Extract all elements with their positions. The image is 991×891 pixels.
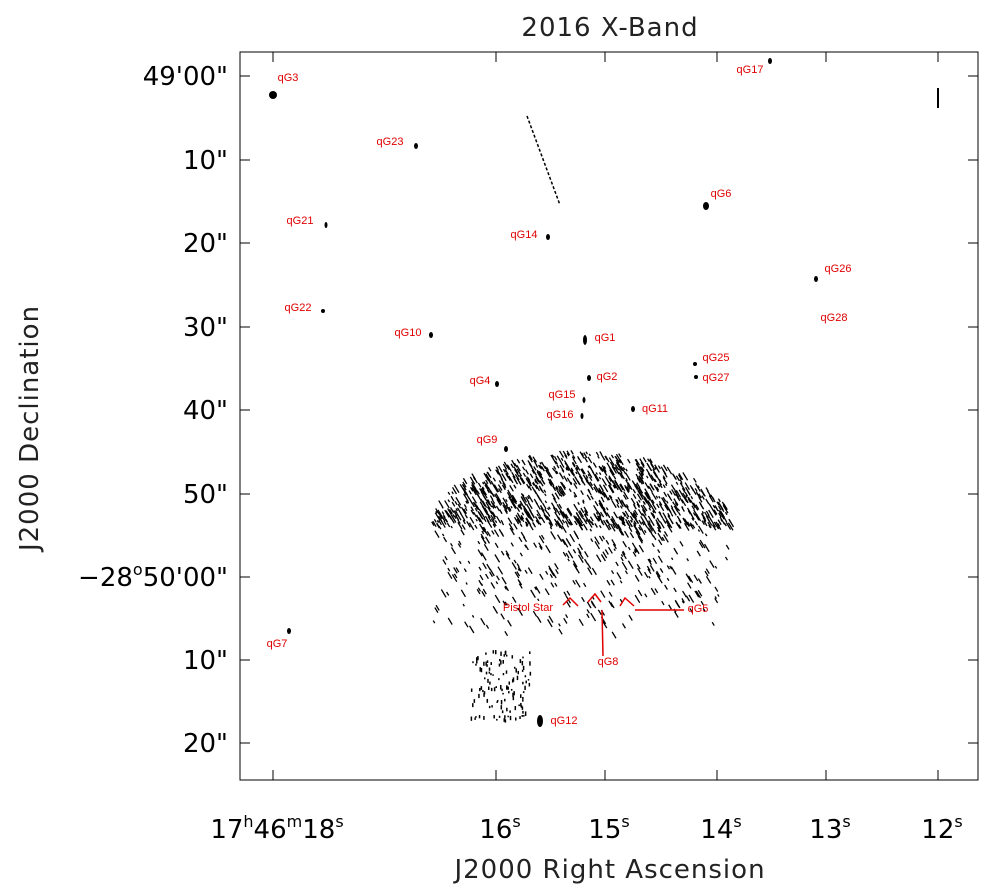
x-tick-label: 14s xyxy=(700,812,741,845)
y-tick-label: 30" xyxy=(183,313,228,343)
y-tick-label: 10" xyxy=(183,146,228,176)
y-axis-title: J2000 Declination xyxy=(15,305,45,553)
x-axis-title: J2000 Right Ascension xyxy=(452,855,765,885)
y-tick-label: 49'00" xyxy=(143,62,228,92)
y-tick-label: 10" xyxy=(183,646,228,676)
tick-part: s xyxy=(335,812,343,831)
source-label: Pistol Star xyxy=(503,602,553,614)
source-label: qG2 xyxy=(597,371,618,383)
tick-part: 10" xyxy=(183,146,228,176)
title: 2016 X-Band xyxy=(521,13,698,43)
source-label: qG10 xyxy=(395,327,422,339)
source-label: qG17 xyxy=(737,64,764,76)
source-label: qG22 xyxy=(285,302,312,314)
tick-part: −28 xyxy=(78,563,133,593)
source-label: qG12 xyxy=(551,715,578,727)
source-label: qG9 xyxy=(477,434,498,446)
tick-part: 13 xyxy=(809,815,842,845)
tick-part: 49'00" xyxy=(143,62,228,92)
x-tick-label: 12s xyxy=(921,812,962,845)
tick-part: 17 xyxy=(210,815,243,845)
y-tick-label: 40" xyxy=(183,396,228,426)
tick-part: s xyxy=(621,812,629,831)
source-label: qG21 xyxy=(287,215,314,227)
source-label: qG15 xyxy=(549,389,576,401)
tick-part: s xyxy=(842,812,850,831)
y-tick-label: 20" xyxy=(183,729,228,759)
tick-part: 40" xyxy=(183,396,228,426)
tick-part: 18 xyxy=(302,815,335,845)
source-label: qG26 xyxy=(825,263,852,275)
tick-part: 50'00" xyxy=(143,563,228,593)
source-label: qG3 xyxy=(278,72,299,84)
source-label: qG8 xyxy=(598,656,619,668)
tick-part: 46 xyxy=(254,815,287,845)
source-label: qG23 xyxy=(377,136,404,148)
tick-part: h xyxy=(243,812,253,831)
tick-part: s xyxy=(954,812,962,831)
x-tick-label: 16s xyxy=(479,812,520,845)
source-label: qG27 xyxy=(703,372,730,384)
x-tick-label: 17h46m18s xyxy=(210,812,343,845)
tick-part: o xyxy=(133,560,143,579)
source-label: qG25 xyxy=(703,352,730,364)
tick-part: 14 xyxy=(700,815,733,845)
source-label: qG14 xyxy=(511,229,538,241)
tick-part: m xyxy=(287,812,303,831)
tick-part: 15 xyxy=(588,815,621,845)
emission xyxy=(269,58,818,727)
plot-frame xyxy=(239,51,979,781)
x-tick-label: 15s xyxy=(588,812,629,845)
tick-part: 16 xyxy=(479,815,512,845)
source-label: qG28 xyxy=(821,312,848,324)
source-label: qG7 xyxy=(267,638,288,650)
source-label: qG16 xyxy=(547,409,574,421)
tick-part: 30" xyxy=(183,313,228,343)
source-label: qG5 xyxy=(688,603,709,615)
tick-part: 20" xyxy=(183,729,228,759)
extended-emission xyxy=(431,450,735,723)
tick-part: 10" xyxy=(183,646,228,676)
pointer-lines xyxy=(562,592,684,657)
tick-part: 12 xyxy=(921,815,954,845)
tick-part: 20" xyxy=(183,229,228,259)
y-tick-label: 50" xyxy=(183,480,228,510)
source-label: qG1 xyxy=(595,332,616,344)
source-label: qG4 xyxy=(470,375,491,387)
y-tick-label: 20" xyxy=(183,229,228,259)
y-tick-label: −28o50'00" xyxy=(78,560,228,593)
x-tick-label: 13s xyxy=(809,812,850,845)
source-label: qG11 xyxy=(642,403,668,415)
tick-part: 50" xyxy=(183,480,228,510)
tick-part: s xyxy=(512,812,520,831)
source-label: qG6 xyxy=(711,188,732,200)
tick-part: s xyxy=(733,812,741,831)
